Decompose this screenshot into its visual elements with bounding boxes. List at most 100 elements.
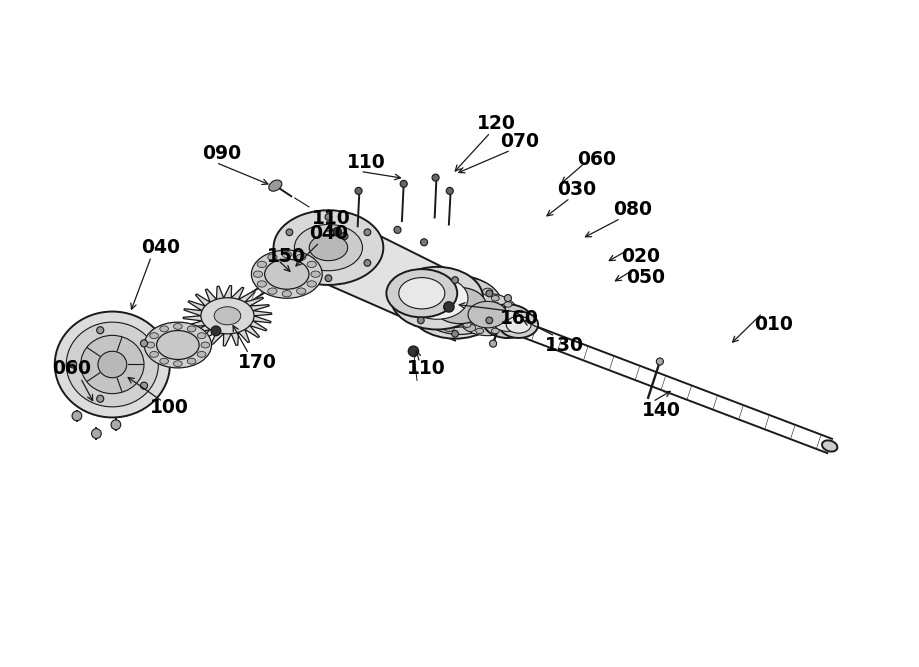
- Ellipse shape: [98, 352, 127, 378]
- Text: 110: 110: [406, 360, 445, 378]
- Text: 050: 050: [626, 268, 665, 287]
- Ellipse shape: [66, 322, 158, 407]
- Ellipse shape: [311, 271, 320, 277]
- Ellipse shape: [267, 254, 277, 260]
- Circle shape: [341, 233, 348, 239]
- Text: 110: 110: [312, 209, 350, 228]
- Ellipse shape: [476, 328, 483, 334]
- Ellipse shape: [265, 259, 309, 289]
- Ellipse shape: [294, 224, 362, 271]
- Circle shape: [417, 317, 425, 323]
- Circle shape: [452, 277, 459, 283]
- Circle shape: [96, 327, 104, 334]
- Ellipse shape: [433, 287, 486, 323]
- Text: 090: 090: [202, 144, 242, 163]
- Text: 060: 060: [52, 360, 91, 378]
- Ellipse shape: [426, 315, 437, 323]
- Circle shape: [70, 361, 76, 368]
- Text: 150: 150: [267, 247, 306, 266]
- Text: 040: 040: [141, 238, 179, 257]
- Circle shape: [486, 317, 493, 323]
- Ellipse shape: [257, 281, 267, 287]
- Text: 140: 140: [642, 401, 681, 420]
- Ellipse shape: [476, 295, 483, 301]
- Ellipse shape: [268, 180, 282, 191]
- Circle shape: [400, 180, 407, 187]
- Ellipse shape: [506, 316, 531, 333]
- Circle shape: [92, 429, 101, 438]
- Ellipse shape: [406, 277, 468, 319]
- Circle shape: [408, 346, 418, 356]
- Polygon shape: [328, 210, 455, 341]
- Ellipse shape: [459, 312, 466, 317]
- Ellipse shape: [463, 322, 471, 327]
- Ellipse shape: [499, 311, 539, 338]
- Ellipse shape: [254, 271, 263, 277]
- Ellipse shape: [257, 261, 267, 267]
- Circle shape: [447, 187, 453, 195]
- Ellipse shape: [444, 324, 454, 331]
- Circle shape: [96, 396, 104, 402]
- Circle shape: [505, 295, 512, 301]
- Circle shape: [394, 226, 401, 233]
- Ellipse shape: [425, 286, 485, 327]
- Ellipse shape: [150, 333, 158, 339]
- Ellipse shape: [146, 342, 154, 348]
- Ellipse shape: [201, 297, 254, 334]
- Ellipse shape: [465, 279, 476, 287]
- Circle shape: [325, 275, 332, 281]
- Ellipse shape: [198, 352, 206, 358]
- Ellipse shape: [150, 352, 158, 358]
- Ellipse shape: [457, 293, 518, 336]
- Circle shape: [444, 301, 454, 312]
- Text: 080: 080: [613, 200, 652, 219]
- Ellipse shape: [482, 315, 493, 323]
- Circle shape: [421, 239, 427, 246]
- Ellipse shape: [309, 235, 347, 261]
- Ellipse shape: [463, 301, 471, 307]
- Circle shape: [486, 290, 493, 297]
- Text: 160: 160: [500, 309, 539, 328]
- Ellipse shape: [307, 261, 316, 267]
- Text: 020: 020: [621, 247, 661, 266]
- Text: 010: 010: [754, 315, 793, 334]
- Circle shape: [286, 259, 293, 266]
- Circle shape: [656, 358, 664, 365]
- Ellipse shape: [509, 312, 516, 317]
- Ellipse shape: [282, 251, 291, 257]
- Circle shape: [417, 290, 425, 297]
- Ellipse shape: [267, 288, 277, 294]
- Text: 070: 070: [500, 132, 539, 151]
- Circle shape: [432, 174, 439, 181]
- Ellipse shape: [420, 302, 430, 309]
- Ellipse shape: [297, 288, 306, 294]
- Ellipse shape: [174, 323, 182, 329]
- Ellipse shape: [493, 311, 523, 331]
- Ellipse shape: [297, 254, 306, 260]
- Ellipse shape: [391, 267, 483, 329]
- Text: 110: 110: [347, 153, 386, 172]
- Ellipse shape: [822, 440, 837, 452]
- Ellipse shape: [444, 279, 454, 287]
- Ellipse shape: [438, 295, 471, 318]
- Ellipse shape: [468, 301, 507, 328]
- Ellipse shape: [55, 311, 170, 418]
- Ellipse shape: [214, 307, 241, 325]
- Circle shape: [286, 229, 293, 235]
- Ellipse shape: [482, 288, 493, 295]
- Ellipse shape: [489, 302, 500, 309]
- Text: 030: 030: [557, 179, 596, 199]
- Ellipse shape: [187, 358, 196, 364]
- Text: 040: 040: [309, 224, 348, 243]
- Circle shape: [141, 340, 148, 347]
- Ellipse shape: [187, 326, 196, 331]
- Circle shape: [111, 420, 120, 430]
- Ellipse shape: [156, 331, 199, 360]
- Ellipse shape: [201, 342, 210, 348]
- Ellipse shape: [174, 361, 182, 367]
- Ellipse shape: [465, 324, 476, 331]
- Circle shape: [452, 330, 459, 338]
- Ellipse shape: [492, 295, 499, 301]
- Ellipse shape: [417, 277, 502, 334]
- Ellipse shape: [274, 210, 383, 285]
